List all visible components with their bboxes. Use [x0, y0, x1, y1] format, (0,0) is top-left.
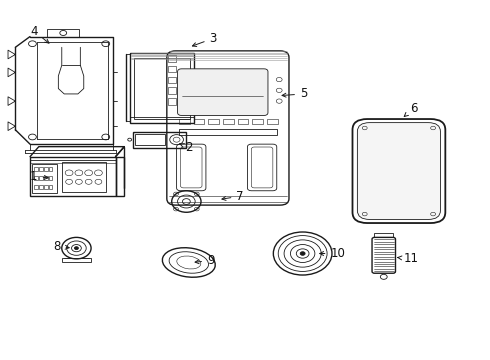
Bar — [168, 98, 176, 105]
Bar — [62, 162, 106, 192]
Text: 10: 10 — [319, 247, 345, 260]
Bar — [49, 185, 52, 189]
Circle shape — [74, 247, 78, 249]
Bar — [44, 167, 48, 171]
Bar — [44, 176, 48, 180]
Bar — [49, 167, 52, 171]
Bar — [223, 119, 234, 125]
Text: 11: 11 — [398, 252, 418, 265]
Bar — [32, 164, 57, 193]
Bar — [39, 176, 43, 180]
Bar — [179, 119, 190, 125]
Bar — [44, 185, 48, 189]
Text: 7: 7 — [222, 190, 244, 203]
Text: 9: 9 — [195, 254, 215, 267]
Text: 1: 1 — [30, 170, 48, 183]
Text: 5: 5 — [282, 87, 307, 100]
Bar — [374, 233, 393, 237]
Bar — [34, 167, 38, 171]
Bar — [47, 30, 79, 37]
Bar — [62, 258, 91, 262]
Bar — [208, 119, 219, 125]
Text: 3: 3 — [193, 32, 217, 46]
Bar — [34, 176, 38, 180]
Bar — [116, 157, 124, 196]
Bar — [194, 119, 204, 125]
Bar — [168, 66, 176, 72]
Bar — [134, 58, 190, 119]
Bar — [238, 119, 248, 125]
Text: 6: 6 — [404, 102, 417, 117]
Bar — [130, 53, 194, 123]
Bar — [49, 176, 52, 180]
Bar — [135, 134, 165, 145]
Text: 2: 2 — [180, 141, 193, 154]
Circle shape — [300, 252, 305, 255]
Bar — [133, 132, 186, 148]
Bar — [168, 87, 176, 94]
Bar — [30, 157, 116, 196]
FancyBboxPatch shape — [357, 123, 441, 220]
Bar — [39, 167, 43, 171]
Bar — [267, 119, 278, 125]
Bar — [39, 185, 43, 189]
Text: 8: 8 — [53, 240, 69, 253]
Bar — [168, 55, 176, 62]
Bar — [168, 77, 176, 83]
Bar — [252, 119, 263, 125]
Text: 4: 4 — [30, 25, 49, 43]
Bar — [179, 129, 277, 135]
FancyBboxPatch shape — [177, 69, 268, 116]
Bar — [34, 185, 38, 189]
